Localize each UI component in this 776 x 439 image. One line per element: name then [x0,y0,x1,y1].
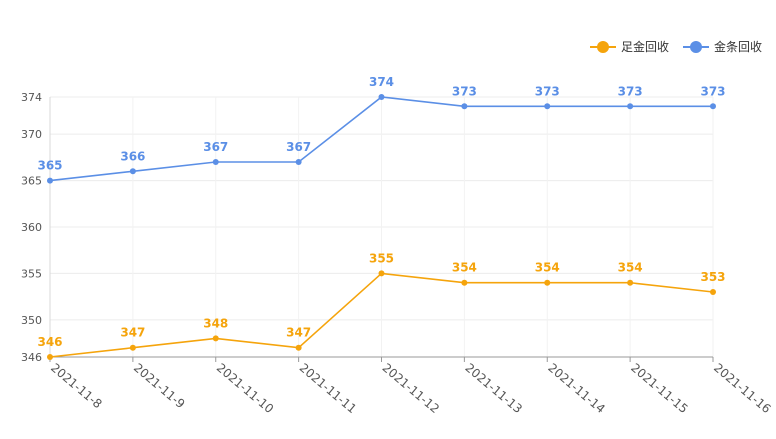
data-label: 367 [203,140,228,154]
data-label: 346 [37,335,62,349]
data-point [47,354,53,360]
data-point [710,289,716,295]
data-point [461,279,468,286]
x-tick-label: 2021-11-13 [462,361,524,417]
data-point [544,279,551,286]
data-label: 354 [535,261,560,275]
y-tick-label: 374 [21,91,42,104]
x-tick-label: 2021-11-16 [711,361,773,417]
data-label: 373 [618,84,643,98]
legend-swatch-series-0 [589,40,616,53]
data-label: 348 [203,316,228,330]
legend-swatch-series-1 [682,40,709,53]
y-tick-label: 360 [21,221,42,234]
data-label: 347 [286,326,311,340]
x-tick-label: 2021-11-11 [297,361,359,417]
data-label: 347 [120,326,145,340]
data-point [295,344,302,351]
legend: 足金回收 金条回收 [589,38,762,55]
data-point [47,177,53,184]
x-tick-label: 2021-11-10 [214,361,276,417]
y-tick-label: 355 [21,267,42,280]
grid-lines [49,96,714,358]
data-label: 354 [452,261,477,275]
data-label: 373 [452,84,477,98]
data-point [710,103,716,110]
data-label: 373 [535,84,560,98]
series-0: 346 347 348 347 355 354 354 354 353 [37,251,726,360]
data-point [378,270,385,277]
data-point [627,103,634,110]
x-tick-label: 2021-11-14 [545,361,607,417]
data-label: 354 [618,261,643,275]
data-point [212,335,219,342]
data-label: 355 [369,251,394,265]
x-tick-label: 2021-11-9 [131,361,188,412]
data-label: 366 [120,149,145,163]
data-point [212,159,219,165]
legend-label-series-1: 金条回收 [713,40,762,54]
data-label: 374 [369,75,394,89]
legend-label-series-0: 足金回收 [620,40,669,54]
y-tick-label: 370 [21,128,42,141]
y-tick-label: 346 [21,351,42,364]
data-label: 373 [700,84,725,98]
x-tick-label: 2021-11-15 [628,361,690,417]
data-point [129,344,136,351]
data-point [627,279,634,286]
legend-item-series-1[interactable]: 金条回收 [682,38,762,55]
data-label: 353 [700,270,725,284]
data-point [461,103,468,110]
data-point [544,103,551,110]
x-tick-label: 2021-11-12 [380,361,442,417]
y-tick-label: 350 [21,314,42,327]
series-1: 365 366 367 367 374 373 373 373 373 [37,75,726,184]
legend-item-series-0[interactable]: 足金回收 [589,38,669,55]
data-label: 367 [286,140,311,154]
data-point [129,168,136,175]
data-point [295,159,302,165]
data-point [378,94,385,100]
y-tick-label: 365 [21,175,42,188]
x-tick-label: 2021-11-8 [48,361,105,412]
data-label: 365 [37,159,62,173]
